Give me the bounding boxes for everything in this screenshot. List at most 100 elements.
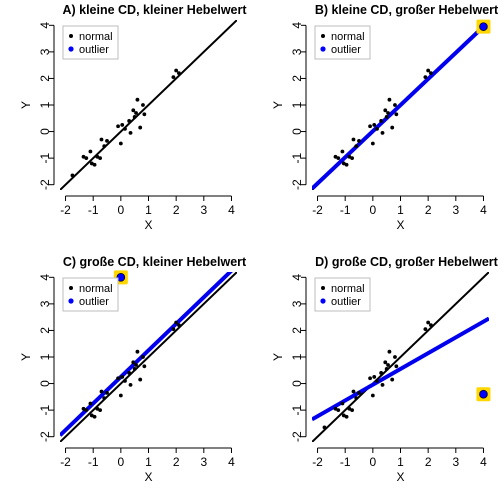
data-point [336, 408, 341, 413]
data-point [134, 111, 138, 115]
legend-marker-normal [321, 34, 325, 38]
legend-box [62, 277, 119, 312]
legend-marker-outlier [320, 298, 326, 304]
x-tick-label: 4 [480, 455, 487, 469]
y-tick-label: 0 [290, 380, 304, 387]
y-tick-label: 4 [38, 274, 52, 281]
data-point [375, 127, 379, 131]
data-point [88, 401, 93, 406]
legend-marker-outlier [68, 46, 74, 52]
data-point [375, 379, 379, 383]
x-axis-label: X [396, 470, 404, 484]
y-tick-label: 4 [38, 22, 52, 29]
legend-label-normal: normal [79, 31, 113, 43]
data-point [128, 130, 133, 135]
x-tick-label: 1 [145, 455, 152, 469]
data-point [336, 156, 341, 161]
reference-line [60, 20, 237, 190]
data-point [127, 119, 132, 123]
data-point [423, 327, 428, 332]
data-point [174, 320, 179, 325]
data-point [116, 376, 120, 381]
data-point [390, 125, 395, 130]
y-tick-label: -2 [290, 431, 304, 442]
legend-box [314, 277, 371, 312]
x-axis-label: X [396, 218, 404, 232]
y-tick-label: 3 [290, 300, 304, 307]
y-axis-label: Y [271, 353, 285, 361]
x-tick-label: 2 [173, 203, 180, 217]
data-point [138, 125, 143, 130]
data-point [344, 414, 349, 419]
data-point [368, 124, 372, 129]
y-tick-label: -1 [38, 152, 52, 163]
y-tick-label: 3 [38, 300, 52, 307]
legend-label-outlier: outlier [79, 296, 109, 308]
data-point [384, 367, 389, 371]
data-point [177, 323, 181, 328]
y-tick-label: 4 [290, 274, 304, 281]
x-tick-label: 1 [145, 203, 152, 217]
x-tick-label: 0 [370, 203, 377, 217]
x-tick-label: -1 [88, 455, 99, 469]
data-point [70, 173, 75, 178]
legend-box [314, 25, 371, 60]
data-point [92, 414, 97, 419]
x-tick-label: 2 [173, 455, 180, 469]
data-point [429, 323, 433, 328]
y-tick-label: 1 [38, 353, 52, 360]
legend-marker-normal [321, 286, 325, 290]
chart-title: B) kleine CD, großer Hebelwert [315, 3, 499, 17]
x-tick-label: 2 [425, 455, 432, 469]
data-point [116, 124, 120, 129]
data-point [387, 97, 392, 102]
chart-panel-3: C) große CD, kleiner Hebelwert -2 -1 0 1 2 3 4 -… [19, 255, 247, 484]
data-point [105, 138, 109, 143]
data-point [138, 377, 143, 382]
data-point [88, 149, 93, 154]
legend-label-normal: normal [331, 283, 365, 295]
plot-lines [60, 272, 237, 442]
data-point [141, 103, 145, 107]
y-tick-label: 2 [38, 75, 52, 82]
chart-title: D) große CD, großer Hebelwert [315, 255, 498, 269]
regression-fit-line [60, 272, 233, 437]
y-tick-label: 2 [38, 327, 52, 334]
y-tick-label: 0 [290, 128, 304, 135]
data-point [423, 75, 428, 80]
data-point [131, 108, 136, 113]
reference-line [60, 272, 237, 442]
x-axis-label: X [144, 470, 152, 484]
plot-lines [60, 20, 237, 190]
data-point [351, 389, 356, 394]
data-point [102, 396, 107, 401]
data-point [383, 360, 388, 365]
data-point [142, 112, 147, 117]
data-point [357, 390, 361, 395]
x-tick-label: -1 [88, 203, 99, 217]
y-tick-label: 2 [290, 75, 304, 82]
data-point [351, 137, 356, 142]
y-axis-label: Y [19, 101, 33, 109]
x-tick-label: 3 [452, 203, 459, 217]
legend-marker-outlier [320, 46, 326, 52]
y-tick-label: 0 [38, 128, 52, 135]
y-tick-label: 3 [290, 48, 304, 55]
x-tick-label: -2 [312, 455, 323, 469]
data-point [134, 363, 138, 367]
data-point [135, 349, 140, 354]
data-point [105, 390, 109, 395]
legend-box [62, 25, 119, 60]
data-point [322, 425, 327, 430]
outlier-point [479, 389, 488, 399]
x-tick-label: 3 [200, 203, 207, 217]
legend-label-normal: normal [331, 31, 365, 43]
regression-fit-line [312, 25, 485, 190]
y-tick-label: -2 [38, 431, 52, 442]
x-tick-label: -2 [60, 455, 71, 469]
data-point [370, 141, 375, 146]
data-point [128, 382, 133, 387]
chart-title: A) kleine CD, kleiner Hebelwert [62, 3, 247, 17]
